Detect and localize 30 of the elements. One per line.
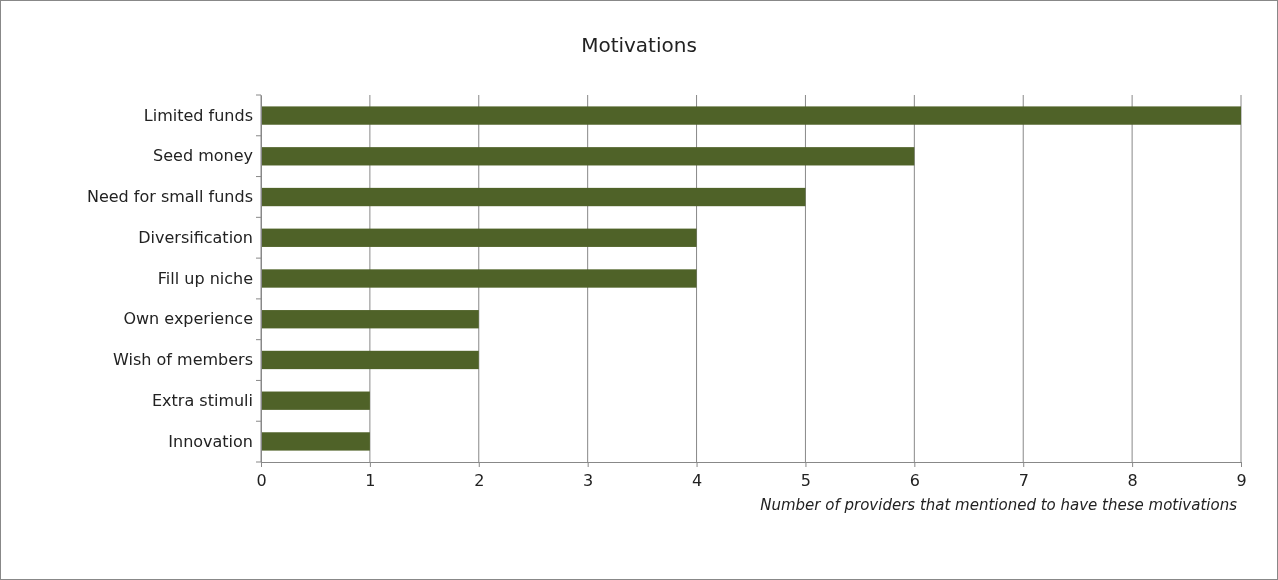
bar	[261, 432, 370, 451]
x-tick-label: 2	[474, 471, 485, 491]
x-tick-label: 3	[583, 471, 594, 491]
bar	[261, 269, 697, 288]
x-tick-label: 7	[1018, 471, 1029, 491]
bar	[261, 350, 479, 370]
chart-title: Motivations	[581, 33, 697, 57]
y-tick-label: Wish of members	[113, 350, 253, 370]
bar	[261, 228, 697, 247]
y-tick-label: Limited funds	[143, 105, 253, 125]
y-tick-label: Own experience	[123, 309, 253, 329]
bar	[261, 310, 479, 329]
x-tick-label: 4	[691, 471, 703, 491]
bar	[261, 147, 915, 166]
bar	[261, 187, 806, 207]
bar	[261, 106, 1241, 125]
y-tick-label: Seed money	[153, 146, 253, 166]
y-tick-label: Innovation	[168, 431, 253, 451]
x-axis-title: Number of providers that mentioned to have these motivations	[760, 496, 1238, 514]
y-tick-label: Diversification	[138, 227, 253, 247]
x-tick-label: 9	[1236, 471, 1247, 491]
y-tick-label: Need for small funds	[86, 187, 253, 207]
x-tick-label: 5	[800, 471, 812, 491]
x-tick-label: 8	[1127, 471, 1138, 491]
y-tick-label: Extra stimuli	[152, 390, 253, 410]
x-tick-label: 6	[909, 471, 920, 491]
y-tick-label: Fill up niche	[157, 268, 253, 288]
x-tick-label: 0	[256, 471, 267, 491]
x-tick-label: 1	[365, 471, 376, 491]
bar	[261, 391, 370, 410]
